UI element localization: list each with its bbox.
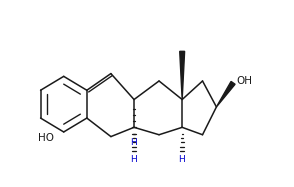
Text: H: H bbox=[130, 138, 137, 147]
Text: H: H bbox=[130, 155, 137, 164]
Polygon shape bbox=[216, 82, 235, 107]
Text: H: H bbox=[178, 155, 185, 164]
Text: OH: OH bbox=[236, 76, 252, 86]
Polygon shape bbox=[180, 51, 185, 99]
Text: HO: HO bbox=[38, 133, 54, 143]
